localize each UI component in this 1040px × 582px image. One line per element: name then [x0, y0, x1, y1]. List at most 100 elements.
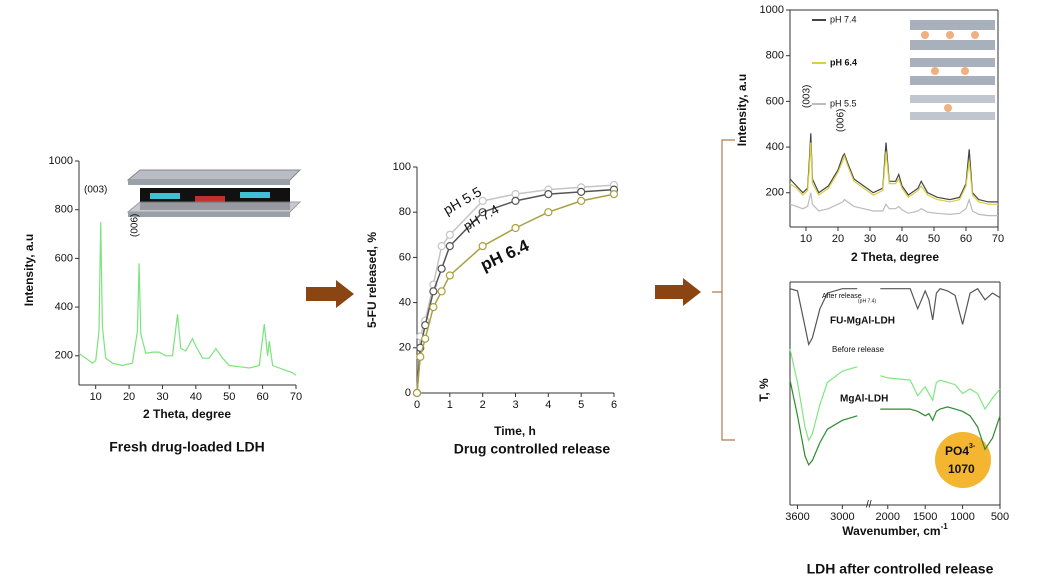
marker — [437, 287, 446, 296]
y-tick-label: 1000 — [760, 4, 784, 16]
marker — [445, 271, 454, 280]
marker — [429, 287, 438, 296]
marker — [416, 352, 425, 361]
x-tick-label: 30 — [156, 391, 168, 403]
legend-label: pH 6.4 — [830, 57, 857, 67]
annotation: After release — [822, 293, 862, 300]
caption: LDH after controlled release — [807, 561, 994, 577]
y-tick-label: 200 — [766, 187, 784, 199]
marker — [421, 334, 430, 343]
y-tick-label: 60 — [399, 251, 411, 263]
x-tick-label: 20 — [832, 233, 844, 245]
x-axis-label: Time, h — [494, 424, 536, 438]
x-tick-label: 2 — [480, 399, 486, 411]
x-tick-label: 50 — [223, 391, 235, 403]
arrow — [306, 280, 354, 308]
x-tick-label: 70 — [290, 391, 302, 403]
series-line — [789, 133, 998, 203]
marker — [511, 190, 520, 199]
x-tick-label: 4 — [545, 399, 551, 411]
annotation: 3- — [969, 443, 976, 450]
x-tick-label: 30 — [864, 233, 876, 245]
y-axis-label: Intensity, a.u — [735, 74, 749, 146]
annotation: 1070 — [948, 462, 975, 476]
series-line — [416, 188, 615, 394]
annotation: (pH 7.4) — [858, 298, 876, 304]
marker — [445, 242, 454, 251]
series-line — [789, 142, 998, 205]
y-tick-label: 40 — [399, 297, 411, 309]
y-tick-label: 80 — [399, 206, 411, 218]
marker — [478, 242, 487, 251]
x-tick-label: 10 — [90, 391, 102, 403]
caption: Fresh drug-loaded LDH — [109, 439, 265, 455]
series-line — [789, 348, 1001, 442]
highlight-circle — [935, 432, 991, 488]
marker — [429, 303, 438, 312]
annotation: (003) — [802, 85, 813, 108]
x-tick-label: 40 — [896, 233, 908, 245]
marker — [511, 223, 520, 233]
x-tick-label: 1000 — [950, 511, 974, 523]
marker — [511, 196, 520, 205]
x-tick-label: 1500 — [913, 511, 937, 523]
y-tick-label: 100 — [393, 161, 411, 173]
y-tick-label: 20 — [399, 342, 411, 354]
series-line — [789, 287, 1001, 347]
x-axis-label: Wavenumber, cm-1 — [842, 522, 948, 538]
x-axis-label-sup: -1 — [941, 522, 949, 531]
marker — [609, 190, 619, 199]
y-tick-label: 200 — [55, 350, 73, 362]
x-tick-label: 40 — [190, 391, 202, 403]
series-label: pH 6.4 — [478, 236, 533, 275]
x-axis-label: 2 Theta, degree — [851, 250, 939, 264]
annotation: (006) — [130, 214, 141, 237]
marker — [412, 388, 422, 398]
annotation: (003) — [84, 185, 107, 196]
marker — [437, 264, 446, 273]
arrow — [655, 278, 701, 306]
x-tick-label: 50 — [928, 233, 940, 245]
x-tick-label: 500 — [991, 511, 1009, 523]
series-line — [78, 221, 297, 376]
bracket — [712, 139, 735, 441]
marker — [445, 230, 454, 239]
caption: Drug controlled release — [454, 441, 611, 457]
x-tick-label: 3 — [512, 399, 518, 411]
y-tick-label: 600 — [766, 95, 784, 107]
y-tick-label: 400 — [766, 141, 784, 153]
marker — [478, 208, 487, 217]
x-tick-label: 10 — [800, 233, 812, 245]
series-line — [789, 192, 998, 217]
x-tick-label: 70 — [992, 233, 1004, 245]
marker — [544, 190, 553, 199]
marker — [577, 187, 586, 196]
x-tick-label: 60 — [256, 391, 268, 403]
x-tick-label: 3000 — [830, 511, 854, 523]
x-axis-label: 2 Theta, degree — [143, 407, 231, 421]
annotation: (006) — [836, 109, 847, 132]
marker — [577, 196, 586, 205]
series-line — [789, 379, 1001, 467]
marker — [437, 242, 446, 251]
x-tick-label: 20 — [123, 391, 135, 403]
annotation: FU-MgAl-LDH — [830, 316, 895, 327]
x-tick-label: 1 — [447, 399, 453, 411]
y-tick-label: 800 — [766, 50, 784, 62]
y-axis-label: Intensity, a.u — [22, 234, 36, 306]
y-tick-label: 800 — [55, 204, 73, 216]
x-tick-label: 60 — [960, 233, 972, 245]
annotation: MgAl-LDH — [840, 394, 888, 405]
y-tick-label: 600 — [55, 252, 73, 264]
legend-label: pH 7.4 — [830, 14, 857, 24]
x-tick-label: 2000 — [876, 511, 900, 523]
x-tick-label: 0 — [414, 399, 420, 411]
layer-inset — [910, 20, 995, 120]
annotation: PO4 — [945, 444, 969, 458]
marker — [544, 208, 553, 217]
annotation: Before release — [832, 345, 885, 354]
x-tick-label: 5 — [578, 399, 584, 411]
y-axis-label: 5-FU released, % — [365, 232, 379, 328]
y-tick-label: 400 — [55, 301, 73, 313]
